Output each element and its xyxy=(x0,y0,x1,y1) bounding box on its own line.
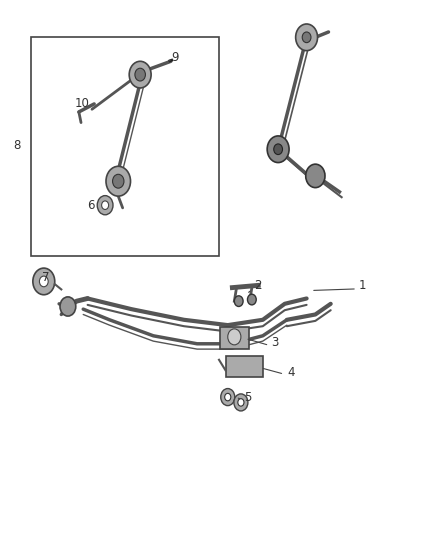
Circle shape xyxy=(221,389,235,406)
Circle shape xyxy=(234,394,248,411)
Bar xyxy=(220,327,249,349)
Circle shape xyxy=(97,196,113,215)
Circle shape xyxy=(228,329,241,345)
Text: 4: 4 xyxy=(287,366,294,379)
Circle shape xyxy=(39,276,48,287)
Circle shape xyxy=(247,294,256,305)
Bar xyxy=(31,37,219,256)
Circle shape xyxy=(234,296,243,306)
Text: 7: 7 xyxy=(42,271,49,284)
Text: 3: 3 xyxy=(272,336,279,350)
Circle shape xyxy=(113,174,124,188)
Circle shape xyxy=(33,268,55,295)
Circle shape xyxy=(60,297,76,316)
Circle shape xyxy=(102,201,109,209)
Text: 1: 1 xyxy=(359,279,367,292)
Text: 2: 2 xyxy=(254,279,261,292)
Circle shape xyxy=(267,136,289,163)
Text: 10: 10 xyxy=(74,96,89,110)
Circle shape xyxy=(296,24,318,51)
Circle shape xyxy=(225,393,231,401)
Circle shape xyxy=(106,166,131,196)
Text: 8: 8 xyxy=(13,139,21,152)
Circle shape xyxy=(129,61,151,88)
Circle shape xyxy=(135,68,145,81)
Text: 5: 5 xyxy=(244,391,251,405)
Circle shape xyxy=(302,32,311,43)
Bar xyxy=(226,356,263,377)
Circle shape xyxy=(274,144,283,155)
Text: 9: 9 xyxy=(172,51,179,64)
Circle shape xyxy=(306,164,325,188)
Text: 6: 6 xyxy=(88,199,95,213)
Circle shape xyxy=(238,399,244,406)
